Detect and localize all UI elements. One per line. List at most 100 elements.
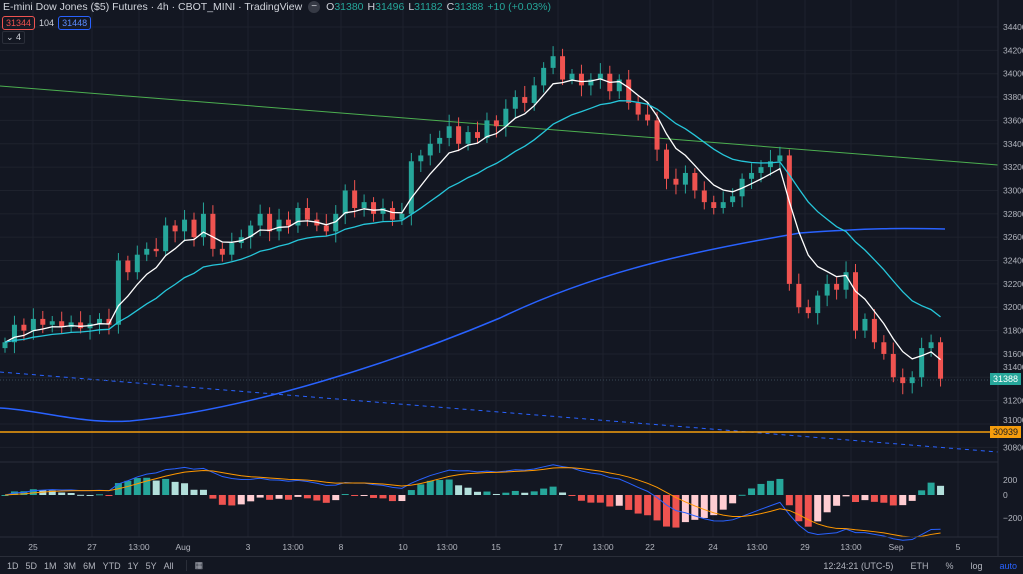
candle [938, 337, 944, 387]
time-tick: 15 [491, 542, 501, 552]
macd-histogram-bar [492, 493, 500, 495]
time-tick: 13:00 [592, 542, 614, 552]
log-toggle[interactable]: log [970, 560, 983, 571]
time-tick: 13:00 [746, 542, 768, 552]
macd-histogram-bar [889, 495, 897, 506]
indicators-toggle[interactable]: ⌄ 4 [2, 31, 26, 44]
candle [276, 208, 282, 241]
candle [890, 342, 896, 383]
candle [257, 204, 263, 237]
candle [371, 197, 377, 222]
macd-histogram-bar [937, 485, 945, 495]
range-1d[interactable]: 1D [7, 560, 19, 571]
range-1y[interactable]: 1Y [127, 560, 139, 571]
candle [626, 69, 632, 110]
candle [881, 335, 887, 360]
range-3m[interactable]: 3M [63, 560, 77, 571]
macd-tick: 0 [1003, 490, 1008, 500]
macd-histogram-bar [681, 495, 689, 523]
candle [834, 277, 840, 300]
macd-histogram-bar [294, 495, 302, 497]
macd-histogram-bar [530, 491, 538, 495]
price-tick: 34200 [1003, 45, 1023, 55]
candle [21, 318, 27, 341]
range-5d[interactable]: 5D [25, 560, 38, 571]
time-tick: 13:00 [436, 542, 458, 552]
macd-histogram-bar [804, 495, 812, 527]
symbol-title[interactable]: E-mini Dow Jones ($5) Futures · 4h · CBO… [3, 1, 303, 13]
candle [427, 133, 433, 166]
sell-button[interactable]: 31344 [2, 16, 36, 30]
macd-histogram-bar [549, 486, 557, 495]
level-price-tag: 30939 [989, 426, 1021, 438]
macd-histogram-bar [436, 480, 444, 495]
auto-toggle[interactable]: auto [999, 560, 1017, 571]
macd-histogram-bar [171, 481, 179, 495]
macd-histogram-bar [596, 495, 604, 503]
candle [522, 85, 528, 112]
dashed-trendline[interactable] [0, 371, 999, 453]
range-5y[interactable]: 5Y [145, 560, 157, 571]
range-6m[interactable]: 6M [83, 560, 96, 571]
price-tick: 30800 [1003, 442, 1023, 452]
price-tick: 33800 [1003, 92, 1023, 102]
macd-histogram-bar [455, 485, 463, 495]
candle [919, 337, 925, 387]
macd-histogram-bar [426, 480, 434, 495]
price-tick: 32600 [1003, 232, 1023, 242]
price-tick: 32400 [1003, 256, 1023, 266]
candle [900, 368, 906, 395]
ma-200-line [0, 227, 946, 423]
macd-tick: −200 [1003, 513, 1022, 523]
macd-histogram-bar [133, 478, 141, 495]
macd-histogram-bar [313, 495, 321, 501]
macd-histogram-bar [776, 478, 784, 495]
ma-fast-line [4, 78, 941, 361]
time-tick: 3 [246, 542, 251, 552]
macd-histogram-bar [20, 491, 28, 495]
candle [153, 238, 159, 257]
macd-histogram-bar [502, 492, 510, 495]
macd-histogram-bar [634, 495, 642, 514]
date-range-icon[interactable]: ▦ [185, 560, 203, 571]
macd-histogram-bar [360, 495, 368, 496]
buy-button[interactable]: 31448 [58, 16, 92, 30]
change-value: +10 (+0.03%) [487, 1, 552, 13]
candle [267, 207, 273, 242]
candle [749, 163, 755, 189]
macd-histogram-bar [842, 495, 850, 497]
macd-histogram-bar [899, 495, 907, 506]
clock[interactable]: 12:24:21 (UTC-5) [823, 560, 894, 571]
macd-histogram-bar [577, 495, 585, 501]
macd-histogram-bar [823, 495, 831, 513]
macd-histogram-bar [124, 480, 132, 495]
macd-histogram-bar [143, 477, 151, 495]
range-1m[interactable]: 1M [44, 560, 57, 571]
range-all[interactable]: All [163, 560, 174, 571]
candle [295, 202, 301, 233]
range-ytd[interactable]: YTD [102, 560, 121, 571]
collapse-icon[interactable]: − [308, 1, 321, 13]
macd-histogram-bar [738, 494, 746, 496]
trendline[interactable] [0, 85, 999, 166]
percent-toggle[interactable]: % [945, 560, 954, 571]
price-tick: 33200 [1003, 162, 1023, 172]
macd-histogram-bar [322, 495, 330, 503]
time-tick: 22 [645, 542, 655, 552]
price-tick: 32200 [1003, 279, 1023, 289]
candle [503, 99, 509, 137]
candle [597, 63, 603, 89]
macd-histogram-bar [691, 495, 699, 520]
low-value: 31182 [414, 1, 443, 13]
macd-histogram-bar [918, 490, 926, 495]
time-tick: 13:00 [282, 542, 304, 552]
session-button[interactable]: ETH [910, 560, 929, 571]
macd-histogram-bar [511, 490, 519, 495]
candle [824, 274, 830, 307]
macd-histogram-bar [407, 490, 415, 495]
candle [30, 308, 36, 340]
candle [115, 253, 121, 334]
price-tick: 34000 [1003, 69, 1023, 79]
candle [465, 125, 471, 151]
